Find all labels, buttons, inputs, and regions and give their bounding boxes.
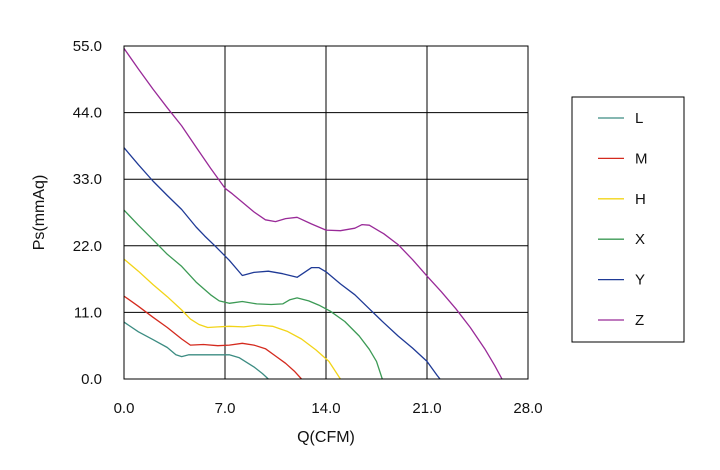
y-tick-label: 44.0 — [73, 105, 102, 122]
series-line-x — [123, 209, 383, 380]
series-line-y — [123, 147, 441, 380]
series-line-h — [123, 258, 341, 380]
legend-box — [571, 96, 685, 343]
grid — [124, 46, 528, 379]
legend-label: M — [635, 150, 648, 167]
y-tick-label: 22.0 — [73, 238, 102, 255]
y-axis-title: Ps(mmAq) — [31, 175, 48, 251]
series-layer — [123, 48, 503, 380]
legend-label: H — [635, 191, 646, 208]
y-tick-label: 0.0 — [81, 371, 102, 388]
series-line-m — [123, 295, 302, 380]
y-tick-label: 55.0 — [73, 38, 102, 55]
legend-label: Z — [635, 312, 644, 329]
y-tick-label: 33.0 — [73, 171, 102, 188]
legend-label: X — [635, 231, 645, 248]
legend-label: Y — [635, 272, 645, 289]
y-tick-label: 11.0 — [74, 304, 102, 321]
x-axis-title: Q(CFM) — [297, 429, 355, 446]
series-line-l — [123, 321, 269, 380]
legend-label: L — [635, 110, 643, 127]
x-tick-label: 21.0 — [412, 400, 441, 417]
series-line-z — [123, 48, 503, 380]
legend: L M H X Y Z — [571, 96, 685, 343]
tick-labels: 0.0 7.0 14.0 21.0 28.0 0.0 11.0 22.0 33.0 44.0 55.… — [73, 38, 543, 417]
x-tick-label: 28.0 — [513, 400, 542, 417]
x-tick-label: 14.0 — [311, 400, 340, 417]
x-tick-label: 0.0 — [114, 400, 135, 417]
plot-frame — [123, 45, 529, 380]
x-tick-label: 7.0 — [215, 400, 236, 417]
